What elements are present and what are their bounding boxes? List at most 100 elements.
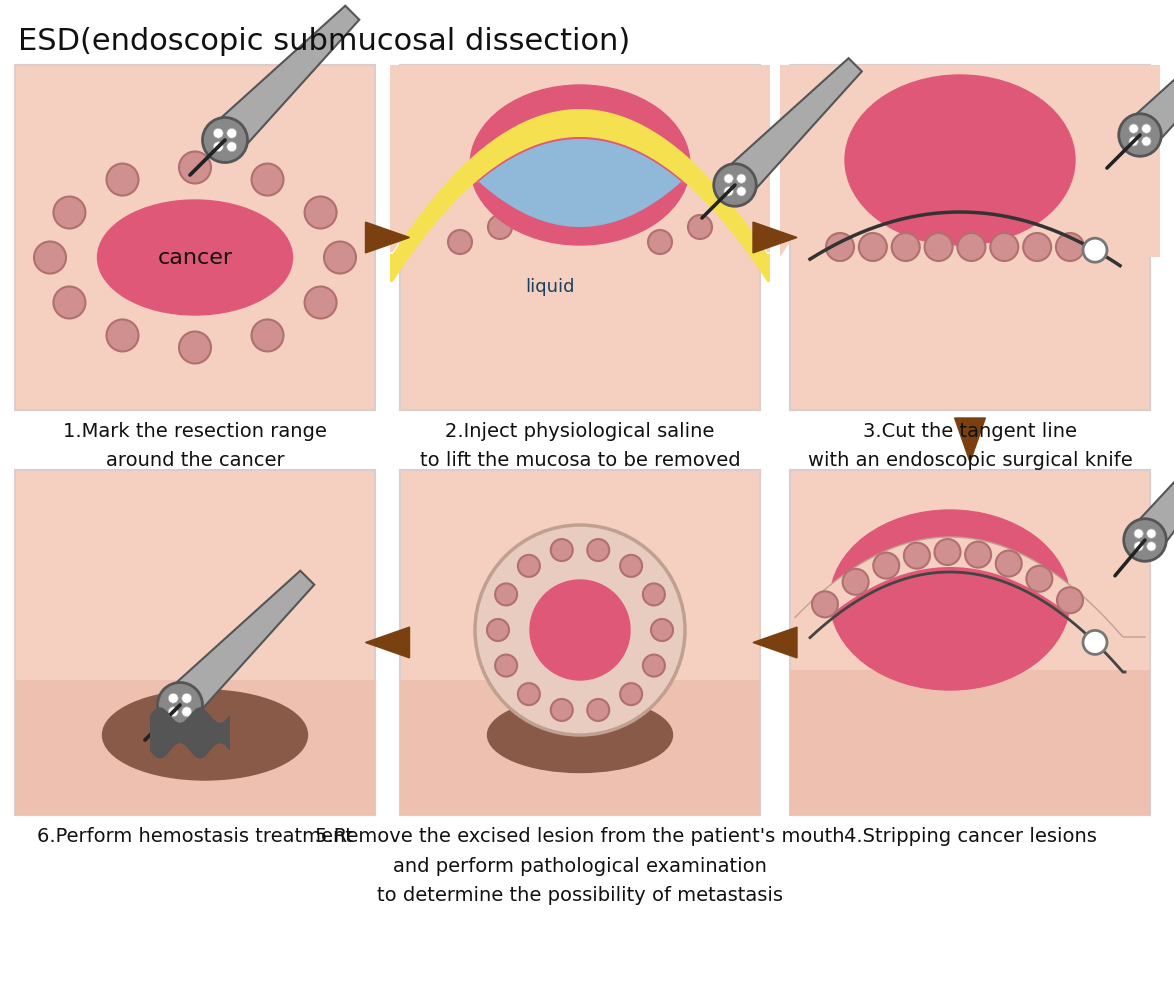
Circle shape (873, 553, 899, 579)
Bar (15, 470, 375, 815)
Circle shape (54, 196, 86, 229)
Circle shape (1024, 233, 1051, 261)
Circle shape (518, 555, 540, 577)
Circle shape (202, 117, 248, 162)
Circle shape (714, 164, 756, 206)
Text: 1.Mark the resection range
around the cancer: 1.Mark the resection range around the ca… (63, 422, 326, 471)
Circle shape (178, 332, 211, 363)
Circle shape (227, 142, 237, 152)
Circle shape (892, 233, 919, 261)
Circle shape (1141, 124, 1151, 133)
Circle shape (859, 233, 886, 261)
Polygon shape (753, 222, 797, 253)
Circle shape (251, 319, 283, 351)
Circle shape (475, 525, 684, 735)
Circle shape (958, 233, 985, 261)
Circle shape (724, 174, 734, 183)
Circle shape (107, 164, 139, 196)
Circle shape (495, 655, 517, 677)
Circle shape (488, 215, 512, 239)
Circle shape (448, 230, 472, 254)
Circle shape (182, 707, 191, 717)
Circle shape (925, 233, 952, 261)
Text: 3.Cut the tangent line
with an endoscopic surgical knife: 3.Cut the tangent line with an endoscopi… (808, 422, 1133, 471)
Polygon shape (722, 58, 862, 198)
Circle shape (587, 699, 609, 721)
Ellipse shape (470, 85, 690, 245)
Text: ESD(endoscopic submucosal dissection): ESD(endoscopic submucosal dissection) (18, 27, 630, 56)
Bar (15, 65, 375, 410)
Circle shape (487, 619, 510, 641)
Text: 5.Remove the excised lesion from the patient's mouth
and perform pathological ex: 5.Remove the excised lesion from the pat… (316, 827, 845, 905)
Text: 6.Perform hemostasis treatment: 6.Perform hemostasis treatment (38, 827, 353, 846)
Circle shape (935, 539, 960, 565)
Circle shape (304, 286, 337, 318)
Bar (15, 680, 375, 815)
Circle shape (54, 286, 86, 318)
Circle shape (652, 619, 673, 641)
Circle shape (214, 128, 223, 138)
Circle shape (1129, 124, 1139, 133)
Circle shape (551, 699, 573, 721)
Circle shape (157, 682, 202, 728)
Circle shape (1119, 114, 1161, 156)
Polygon shape (1132, 404, 1174, 552)
Polygon shape (167, 571, 315, 719)
Polygon shape (211, 6, 359, 154)
Circle shape (737, 174, 745, 183)
Ellipse shape (97, 200, 292, 315)
Circle shape (1134, 542, 1143, 551)
Text: liquid: liquid (525, 278, 575, 296)
Circle shape (251, 164, 283, 196)
Circle shape (643, 583, 664, 605)
Circle shape (1129, 137, 1139, 146)
Circle shape (1082, 238, 1107, 262)
Circle shape (1057, 587, 1082, 613)
Circle shape (214, 142, 223, 152)
Ellipse shape (487, 698, 673, 772)
Circle shape (826, 233, 853, 261)
Circle shape (812, 591, 838, 617)
Text: 4.Stripping cancer lesions: 4.Stripping cancer lesions (844, 827, 1097, 846)
Circle shape (1141, 137, 1151, 146)
Circle shape (643, 655, 664, 677)
Bar (790, 65, 1151, 410)
Polygon shape (954, 418, 985, 462)
Circle shape (1026, 566, 1052, 592)
Circle shape (620, 683, 642, 705)
Circle shape (843, 569, 869, 595)
Text: cancer: cancer (157, 247, 232, 267)
Circle shape (495, 583, 517, 605)
Bar (400, 65, 760, 410)
Circle shape (178, 151, 211, 184)
Circle shape (182, 693, 191, 703)
Circle shape (168, 693, 178, 703)
Circle shape (965, 542, 991, 568)
Polygon shape (753, 627, 797, 658)
Ellipse shape (102, 690, 308, 780)
Circle shape (737, 187, 745, 196)
Text: 2.Inject physiological saline
to lift the mucosa to be removed: 2.Inject physiological saline to lift th… (419, 422, 741, 471)
Circle shape (620, 555, 642, 577)
Ellipse shape (845, 75, 1075, 245)
Circle shape (688, 215, 711, 239)
Circle shape (107, 319, 139, 351)
Circle shape (1124, 519, 1166, 561)
Circle shape (724, 187, 734, 196)
Polygon shape (365, 627, 410, 658)
Circle shape (1147, 542, 1156, 551)
Circle shape (1082, 630, 1107, 654)
Circle shape (34, 241, 66, 273)
Polygon shape (1127, 8, 1174, 148)
Bar (790, 670, 1151, 815)
Circle shape (168, 707, 178, 717)
Circle shape (551, 539, 573, 561)
Circle shape (1147, 529, 1156, 538)
Polygon shape (365, 222, 410, 253)
Ellipse shape (830, 510, 1070, 690)
Circle shape (304, 196, 337, 229)
Circle shape (991, 233, 1018, 261)
Circle shape (518, 683, 540, 705)
Circle shape (996, 551, 1021, 577)
Circle shape (1134, 529, 1143, 538)
